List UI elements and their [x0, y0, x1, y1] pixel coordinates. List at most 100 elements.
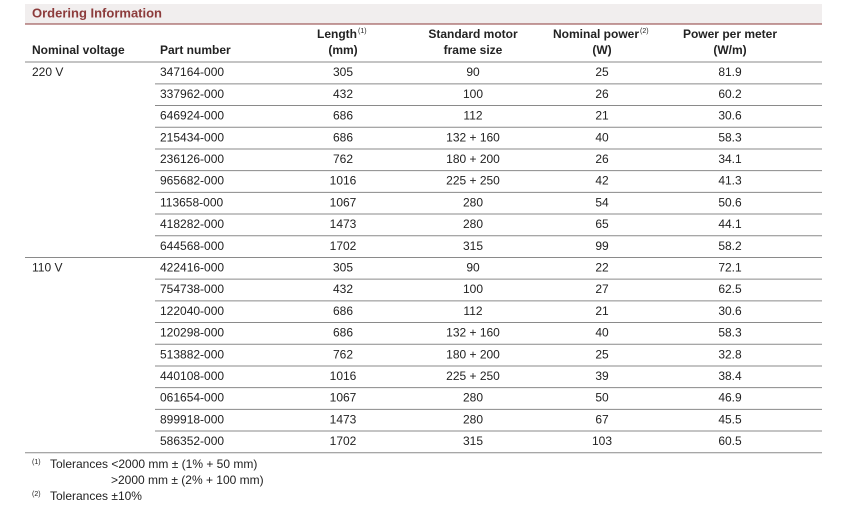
table-cell: 754738-000: [160, 282, 224, 296]
table-cell: 432: [333, 87, 353, 101]
table-cell: 60.5: [718, 434, 742, 448]
table-cell: 686: [333, 326, 353, 340]
table-cell: 305: [333, 65, 353, 79]
header-cell: (mm): [328, 43, 357, 57]
footnote-text: >2000 mm ± (2% + 100 mm): [111, 473, 264, 487]
table-cell: 236126-000: [160, 152, 224, 166]
header-cell: Nominal voltage: [32, 43, 125, 57]
table-cell: 1016: [330, 369, 357, 383]
table-cell: 112: [463, 304, 482, 318]
table-cell: 762: [333, 152, 353, 166]
table-cell: 440108-000: [160, 369, 224, 383]
table-cell: 60.2: [718, 87, 742, 101]
title-band: [25, 4, 822, 24]
footnote-text: Tolerances ±10%: [50, 489, 142, 503]
header-cell: (W): [592, 43, 611, 57]
table-cell: 418282-000: [160, 217, 224, 231]
header-cell: Length: [317, 27, 357, 41]
table-cell: 46.9: [718, 391, 742, 405]
table-cell: 103: [592, 434, 612, 448]
table-cell: 42: [595, 174, 609, 188]
footnote-mark: (1): [32, 459, 41, 466]
table-cell: 22: [595, 260, 609, 274]
header-note: (2): [640, 28, 649, 35]
table-cell: 061654-000: [160, 391, 224, 405]
table-cell: 81.9: [718, 65, 742, 79]
table-cell: 90: [466, 65, 480, 79]
table-cell: 432: [333, 282, 353, 296]
voltage-cell: 220 V: [32, 65, 63, 79]
table-cell: 132 + 160: [446, 326, 500, 340]
table-cell: 90: [466, 260, 480, 274]
table-cell: 1473: [330, 412, 357, 426]
table-cell: 225 + 250: [446, 369, 500, 383]
footnote-text: Tolerances <2000 mm ± (1% + 50 mm): [50, 457, 257, 471]
table-cell: 21: [595, 304, 609, 318]
table-cell: 280: [463, 412, 483, 426]
header-cell: (W/m): [713, 43, 746, 57]
table-cell: 25: [595, 347, 609, 361]
table-cell: 27: [595, 282, 609, 296]
table-cell: 122040-000: [160, 304, 224, 318]
table-cell: 315: [463, 239, 483, 253]
table-cell: 513882-000: [160, 347, 224, 361]
table-cell: 686: [333, 130, 353, 144]
table-cell: 315: [463, 434, 483, 448]
table-cell: 899918-000: [160, 412, 224, 426]
table-cell: 72.1: [718, 260, 742, 274]
table-cell: 1067: [330, 195, 357, 209]
table-cell: 347164-000: [160, 65, 224, 79]
table-cell: 65: [595, 217, 609, 231]
table-cell: 686: [333, 109, 353, 123]
table-cell: 686: [333, 304, 353, 318]
table-cell: 50: [595, 391, 609, 405]
table-cell: 38.4: [718, 369, 742, 383]
table-cell: 99: [595, 239, 609, 253]
table-cell: 120298-000: [160, 326, 224, 340]
header-note: (1): [358, 28, 367, 35]
table-cell: 41.3: [718, 174, 742, 188]
table-cell: 25: [595, 65, 609, 79]
table-cell: 113658-000: [160, 195, 223, 209]
table-cell: 337962-000: [160, 87, 224, 101]
table-cell: 1067: [330, 391, 357, 405]
table-cell: 67: [595, 412, 609, 426]
header-cell: Standard motor: [428, 27, 518, 41]
table-cell: 21: [595, 109, 609, 123]
table-cell: 58.3: [718, 130, 742, 144]
header-cell: Part number: [160, 43, 231, 57]
table-cell: 44.1: [718, 217, 742, 231]
header-cell: Power per meter: [683, 27, 777, 41]
table-cell: 180 + 200: [446, 152, 500, 166]
table-cell: 62.5: [718, 282, 742, 296]
table-cell: 45.5: [718, 412, 742, 426]
table-cell: 586352-000: [160, 434, 224, 448]
table-cell: 58.3: [718, 326, 742, 340]
table-cell: 30.6: [718, 304, 742, 318]
table-cell: 180 + 200: [446, 347, 500, 361]
table-cell: 215434-000: [160, 130, 224, 144]
table-cell: 112: [463, 109, 482, 123]
table-cell: 280: [463, 391, 483, 405]
table-cell: 26: [595, 152, 609, 166]
header-cell: frame size: [444, 43, 503, 57]
footnote-mark: (2): [32, 491, 41, 498]
table-cell: 965682-000: [160, 174, 224, 188]
table-cell: 1473: [330, 217, 357, 231]
table-cell: 422416-000: [160, 260, 224, 274]
table-cell: 1016: [330, 174, 357, 188]
table-cell: 58.2: [718, 239, 742, 253]
table-cell: 39: [595, 369, 609, 383]
table-cell: 1702: [330, 434, 357, 448]
table-cell: 762: [333, 347, 353, 361]
table-cell: 280: [463, 195, 483, 209]
table-cell: 100: [463, 87, 483, 101]
voltage-cell: 110 V: [32, 260, 62, 274]
table-cell: 1702: [330, 239, 357, 253]
table-cell: 646924-000: [160, 109, 224, 123]
table-cell: 34.1: [718, 152, 742, 166]
table-cell: 280: [463, 217, 483, 231]
table-cell: 54: [595, 195, 609, 209]
